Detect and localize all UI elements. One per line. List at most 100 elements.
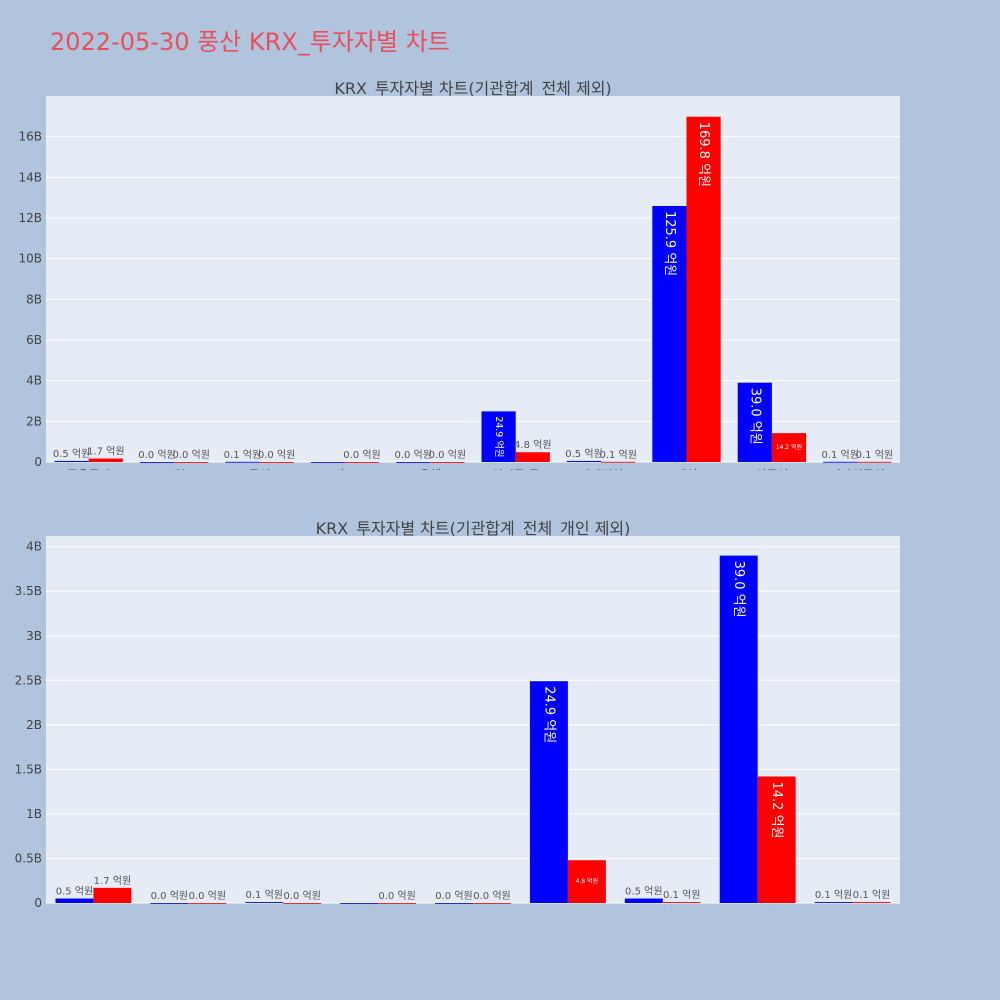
bar[interactable] <box>150 903 189 904</box>
bar-data-label: 0.0 억원 <box>429 449 466 461</box>
y-tick-label: 1.5B <box>15 762 42 776</box>
bar[interactable] <box>344 462 380 463</box>
x-tick-label: 사모 <box>367 909 389 910</box>
bar-data-label: 0.0 억원 <box>151 890 188 902</box>
bar-data-label: 39.0 억원 <box>747 388 762 445</box>
x-tick-label: 보험 <box>163 468 185 470</box>
y-tick-label: 12B <box>18 211 42 225</box>
y-tick-label: 4B <box>26 374 42 388</box>
bar[interactable] <box>771 433 807 462</box>
x-tick-label: 연기금 등 <box>544 909 592 910</box>
bar[interactable] <box>174 462 209 463</box>
bar[interactable] <box>310 462 345 463</box>
bar-data-label: 0.1 억원 <box>821 449 858 461</box>
y-tick-label: 2.5B <box>15 673 42 687</box>
bar-data-label: 24.9 억원 <box>541 686 556 743</box>
bar[interactable] <box>54 460 89 462</box>
bar[interactable] <box>823 461 858 463</box>
y-tick-label: 16B <box>18 130 42 144</box>
bar-data-label: 0.1 억원 <box>599 449 636 461</box>
x-tick-label: 사모 <box>334 468 356 470</box>
bar[interactable] <box>378 903 417 904</box>
bar[interactable] <box>139 462 175 463</box>
y-tick-label: 2B <box>26 414 42 428</box>
bar[interactable] <box>340 903 379 904</box>
bar[interactable] <box>719 555 758 903</box>
bar[interactable] <box>529 681 568 903</box>
bar[interactable] <box>515 452 550 462</box>
bar[interactable] <box>624 898 663 903</box>
bar-data-label: 0.0 억원 <box>283 890 320 902</box>
bar[interactable] <box>567 860 606 903</box>
bar[interactable] <box>757 776 796 903</box>
bar-data-label: 14.2 억원 <box>776 443 802 451</box>
bar[interactable] <box>473 903 511 904</box>
y-tick-label: 10B <box>18 252 42 266</box>
bar-data-label: 0.5 억원 <box>56 886 93 898</box>
bar-data-label: 0.0 억원 <box>258 449 295 461</box>
bar[interactable] <box>566 460 602 462</box>
x-tick-label: 외국인 <box>741 909 774 910</box>
bar-data-label: 125.9 억원 <box>662 211 677 276</box>
bar-data-label: 0.1 억원 <box>224 449 261 461</box>
x-tick-label: 기타법인 <box>641 909 685 910</box>
bar[interactable] <box>430 462 465 463</box>
plot-area <box>46 96 900 462</box>
bar-data-label: 14.2 억원 <box>769 782 784 839</box>
chart-bottom: KRX_투자자별 차트(기관합계_전체_개인 제외) 0 0.5B 1B 1.5B 2B 2… <box>15 519 900 910</box>
bar[interactable] <box>259 462 294 463</box>
y-tick-label: 8B <box>26 292 42 306</box>
bar[interactable] <box>852 902 891 903</box>
y-tick-label: 14B <box>18 170 42 184</box>
bar-data-label: 4.8 억원 <box>514 439 551 451</box>
bar[interactable] <box>188 903 227 904</box>
y-tick-label: 0 <box>34 455 42 469</box>
page-title: 2022-05-30 풍산 KRX_투자자별 차트 <box>50 28 450 56</box>
bar[interactable] <box>652 206 687 462</box>
bar-data-label: 0.1 억원 <box>856 449 893 461</box>
bar-data-label: 0.0 억원 <box>473 890 510 902</box>
y-tick-label: 3.5B <box>15 584 42 598</box>
bar[interactable] <box>662 902 701 903</box>
bar-data-label: 0.5 억원 <box>565 448 602 460</box>
x-tick-label: 투신 <box>248 468 270 470</box>
bar-data-label: 0.1 억원 <box>853 889 890 901</box>
bar[interactable] <box>686 116 721 463</box>
bar[interactable] <box>435 903 473 904</box>
bar[interactable] <box>88 458 123 462</box>
bar[interactable] <box>245 902 284 903</box>
bar[interactable] <box>857 461 892 463</box>
bar-data-label: 4.8 억원 <box>576 877 599 885</box>
y-tick-label: 2B <box>26 718 42 732</box>
x-tick-label: 외국인 <box>755 468 788 470</box>
bar-data-label: 0.0 억원 <box>394 449 431 461</box>
x-tick-label: 은행 <box>462 908 484 910</box>
x-tick-label: 금융투자 <box>67 468 111 470</box>
x-tick-label: 기타법인 <box>579 468 623 470</box>
bar[interactable] <box>283 903 322 904</box>
bar-data-label: 0.1 억원 <box>246 889 283 901</box>
chart-top: KRX_투자자별 차트(기관합계_전체 제외) 0 2B 4B 6B 8B 10B 12B 14… <box>18 79 900 470</box>
bar[interactable] <box>814 902 853 903</box>
bar-data-label: 24.9 억원 <box>493 416 505 457</box>
y-tick-label: 1B <box>26 807 42 821</box>
bar[interactable] <box>396 462 431 463</box>
bar-data-label: 1.7 억원 <box>94 875 131 887</box>
x-tick-label: 기타외국인 <box>825 909 880 910</box>
bar[interactable] <box>93 887 132 903</box>
x-tick-label: 보험 <box>177 909 199 910</box>
bar[interactable] <box>601 461 636 463</box>
x-tick-label: 연기금 등 <box>492 468 540 470</box>
bar[interactable] <box>225 461 260 463</box>
y-tick-label: 0 <box>34 896 42 910</box>
bar-data-label: 0.5 억원 <box>625 886 662 898</box>
y-tick-label: 0.5B <box>15 851 42 865</box>
bar-data-label: 0.0 억원 <box>172 449 209 461</box>
bar-data-label: 0.0 억원 <box>138 449 175 461</box>
bar[interactable] <box>481 411 516 462</box>
y-tick-label: 4B <box>26 540 42 554</box>
chart-subtitle: KRX_투자자별 차트(기관합계_전체 제외) <box>334 79 611 99</box>
bar[interactable] <box>737 382 772 462</box>
bar-data-label: 0.0 억원 <box>378 890 415 902</box>
bar[interactable] <box>55 898 94 903</box>
